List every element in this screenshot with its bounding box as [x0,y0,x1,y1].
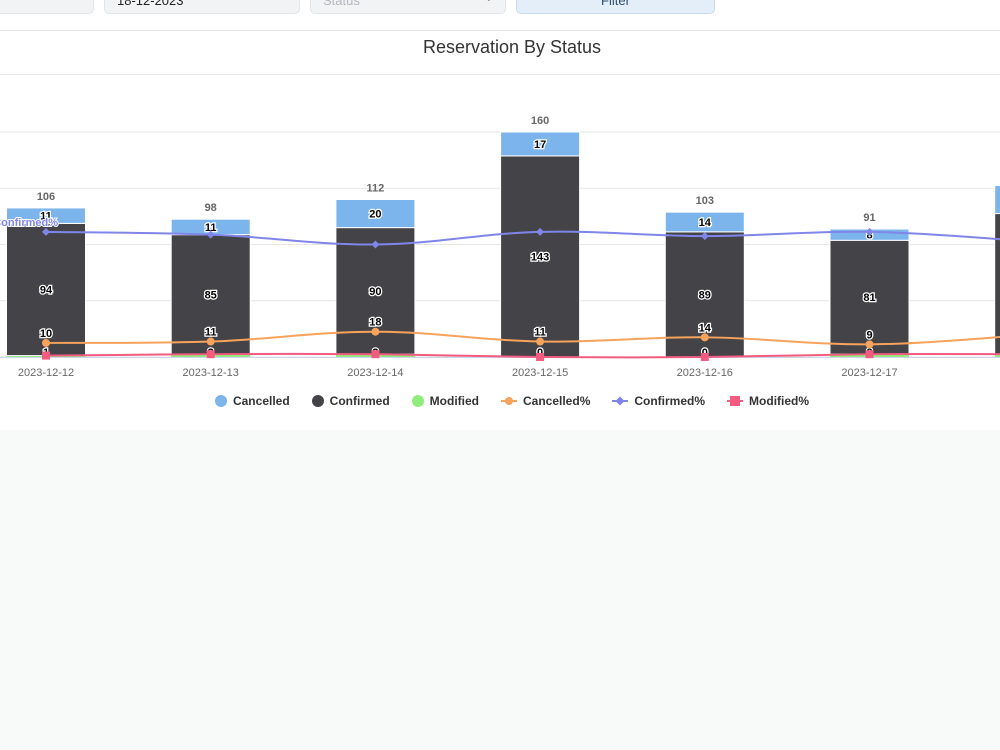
data-label: 11 [205,222,217,234]
stack-total-label: 106 [37,191,55,203]
line-point [206,350,215,359]
x-tick-label: 2023-12-13 [183,367,239,379]
line-point [42,338,50,347]
x-tick-label: 2023-12-14 [347,367,403,379]
series-name-label: Confirmed% [0,217,58,229]
data-label: 14 [699,322,712,334]
bar-cancelled [335,199,416,229]
stack-total-label: 112 [367,183,385,195]
line-point [700,353,709,361]
line-point [206,337,215,346]
legend-line-icon [727,395,744,407]
status-select[interactable]: Status ⌄ [310,0,506,14]
filter-bar: 18-12-2023 Status ⌄ Filter [0,0,1000,31]
data-label: 94 [40,285,53,297]
legend-label: Modified [429,394,479,408]
stack-total-label: 103 [696,195,714,207]
legend-dot-icon [214,395,227,407]
data-label: 11 [205,327,217,339]
bar-confirmed [994,213,1000,355]
title-divider [0,74,1000,75]
line-point [206,230,215,239]
reservation-chart: 119411062023-12-1211852982023-12-1320902… [0,115,1000,379]
legend-item-confirmed-pct[interactable]: Confirmed% [612,394,705,408]
line-point [865,227,874,236]
chart-title: Reservation By Status [422,37,602,57]
data-label: 81 [863,292,875,304]
line-point [700,333,709,342]
bar-cancelled [664,211,745,233]
data-label: 11 [534,327,546,339]
legend-item-cancelled-pct[interactable]: Cancelled% [501,394,590,408]
filter-button[interactable]: Filter [516,0,715,14]
legend-dot-icon [311,395,324,407]
legend-item-cancelled[interactable]: Cancelled [214,394,290,408]
legend-item-modified-pct[interactable]: Modified% [727,394,809,408]
data-label: 10 [40,328,52,340]
bar-confirmed [6,222,86,357]
legend-item-modified[interactable]: Modified [411,394,479,408]
line-point [536,227,545,236]
line-point [371,350,380,359]
line-point [371,327,380,336]
line-point [42,351,50,360]
chart-panel: 18-12-2023 Status ⌄ Filter Reservation B… [0,0,1000,408]
line-point [865,350,874,359]
legend-line-icon [501,395,517,407]
legend-dot-icon [411,395,424,407]
line-point [536,353,545,361]
legend-label: Confirmed% [634,394,706,408]
stack-total-label: 98 [205,202,217,214]
legend-label: Cancelled% [523,394,591,408]
data-label: 17 [534,139,546,151]
legend-label: Cancelled [232,394,290,408]
legend-label: Modified% [749,394,810,408]
chart-legend: Cancelled Confirmed Modified Cancelled% Conf… [0,394,1000,408]
date-to-field[interactable]: 18-12-2023 [104,0,300,14]
legend-label: Confirmed [329,394,390,408]
stack-total-label: 91 [863,212,875,224]
stack-total-label: 160 [531,115,549,127]
legend-item-confirmed[interactable]: Confirmed [311,394,390,408]
date-from-field[interactable] [0,0,94,14]
data-label: 11 [40,211,52,223]
line-point [865,340,874,349]
line-point [371,240,380,249]
bar-cancelled [994,184,1000,215]
x-tick-label: 2023-12-15 [512,367,568,379]
legend-line-icon [612,395,629,407]
data-label: 18 [369,317,381,329]
data-label: 85 [205,289,217,301]
bar-modified [994,354,1000,357]
x-tick-label: 2023-12-16 [677,367,733,379]
data-label: 9 [866,329,872,341]
line-point [536,337,545,346]
bar-cancelled [6,207,86,224]
data-label: 89 [699,289,711,301]
line-point [42,227,50,236]
x-tick-label: 2023-12-17 [841,367,897,379]
data-label: 143 [531,251,549,263]
bar-cancelled [500,131,581,157]
data-label: 90 [369,286,381,298]
bar-confirmed [500,155,581,358]
bar-confirmed [829,239,910,355]
data-label: 20 [369,209,381,221]
status-placeholder: Status [323,0,360,8]
data-label: 14 [699,217,712,229]
x-tick-label: 2023-12-12 [18,367,74,379]
chevron-down-icon: ⌄ [485,0,493,9]
line-point [700,232,709,241]
